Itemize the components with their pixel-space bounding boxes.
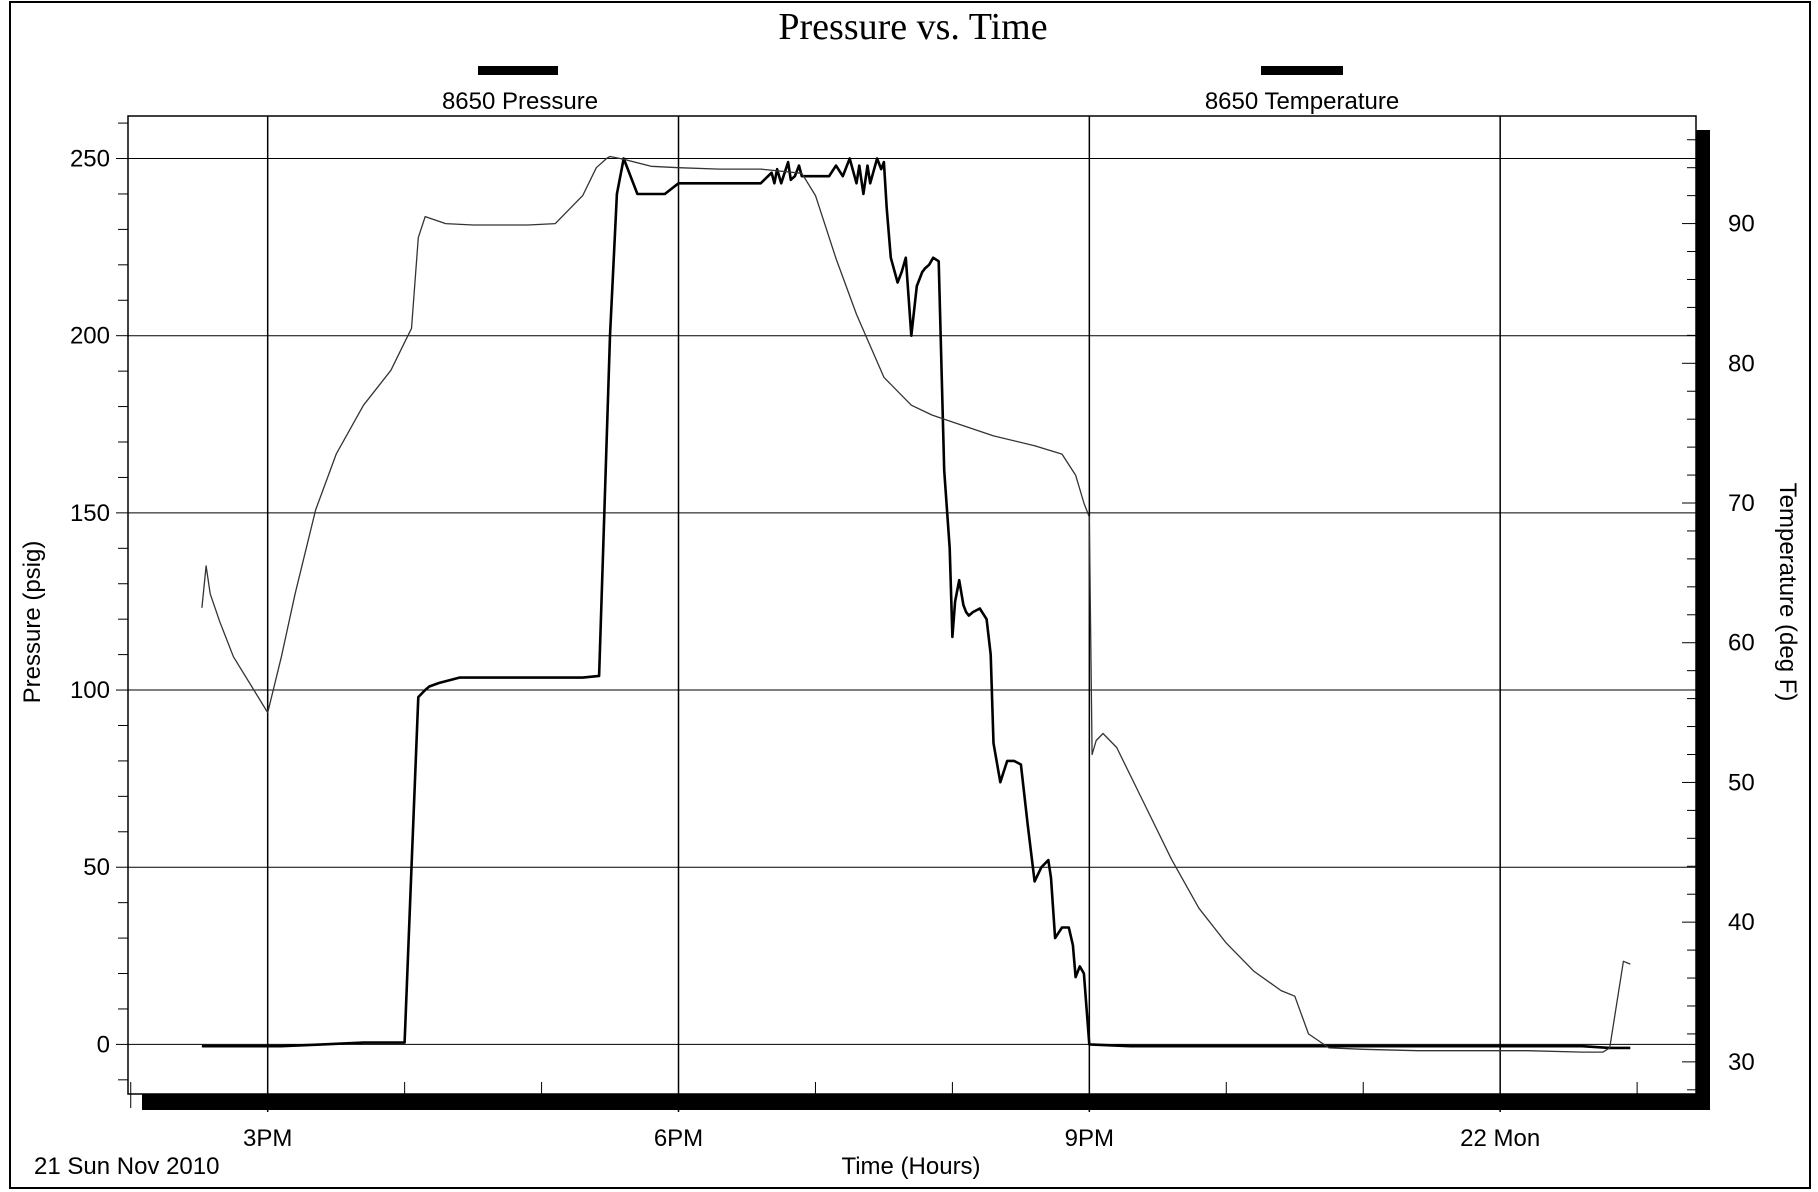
y2-tick-label-2: 50 bbox=[1728, 769, 1755, 796]
date-label: 21 Sun Nov 2010 bbox=[34, 1153, 219, 1180]
y2-tick-label-1: 40 bbox=[1728, 909, 1755, 936]
x-axis-title: Time (Hours) bbox=[841, 1153, 980, 1180]
legend-swatch-pressure bbox=[478, 66, 558, 75]
y2-tick-label-6: 90 bbox=[1728, 211, 1755, 238]
y2-tick-label-0: 30 bbox=[1728, 1049, 1755, 1076]
y-axis-left: 0 50 100 150 200 250 bbox=[70, 146, 128, 1058]
x-tick-label-1: 6PM bbox=[654, 1125, 703, 1152]
legend: 8650 Pressure 8650 Temperature bbox=[442, 66, 1399, 115]
x-tick-label-3: 22 Mon bbox=[1460, 1125, 1540, 1152]
plot-shadow-bottom bbox=[142, 1094, 1710, 1110]
y2-tick-label-4: 70 bbox=[1728, 490, 1755, 517]
y-tick-label-0: 0 bbox=[97, 1031, 110, 1058]
legend-swatch-temperature bbox=[1261, 66, 1343, 75]
y-tick-label-5: 250 bbox=[70, 146, 110, 173]
pressure-series-line bbox=[201, 157, 1631, 1050]
y-tick-label-1: 50 bbox=[83, 854, 110, 881]
minor-ticks bbox=[118, 122, 1696, 1108]
y-axis-title-right: Temperature (deg F) bbox=[1774, 483, 1801, 702]
y-axis-right: 30 40 50 60 70 80 90 bbox=[1682, 211, 1755, 1076]
series-layer bbox=[201, 155, 1631, 1053]
y-tick-label-2: 100 bbox=[70, 677, 110, 704]
grid bbox=[128, 116, 1696, 1112]
temperature-series-line bbox=[201, 155, 1631, 1053]
chart-title: Pressure vs. Time bbox=[778, 6, 1047, 48]
y2-tick-label-5: 80 bbox=[1728, 350, 1755, 377]
plot-area bbox=[127, 115, 1697, 1095]
y-tick-label-3: 150 bbox=[70, 500, 110, 527]
legend-label-temperature: 8650 Temperature bbox=[1205, 88, 1399, 115]
y2-tick-label-3: 60 bbox=[1728, 630, 1755, 657]
y-axis-title-left: Pressure (psig) bbox=[19, 541, 46, 704]
x-tick-label-0: 3PM bbox=[243, 1125, 292, 1152]
x-tick-label-2: 9PM bbox=[1065, 1125, 1114, 1152]
x-axis: 3PM 6PM 9PM 22 Mon bbox=[243, 1125, 1540, 1152]
y-tick-label-4: 200 bbox=[70, 323, 110, 350]
plot-shadow-right bbox=[1694, 130, 1710, 1108]
legend-label-pressure: 8650 Pressure bbox=[442, 88, 598, 115]
